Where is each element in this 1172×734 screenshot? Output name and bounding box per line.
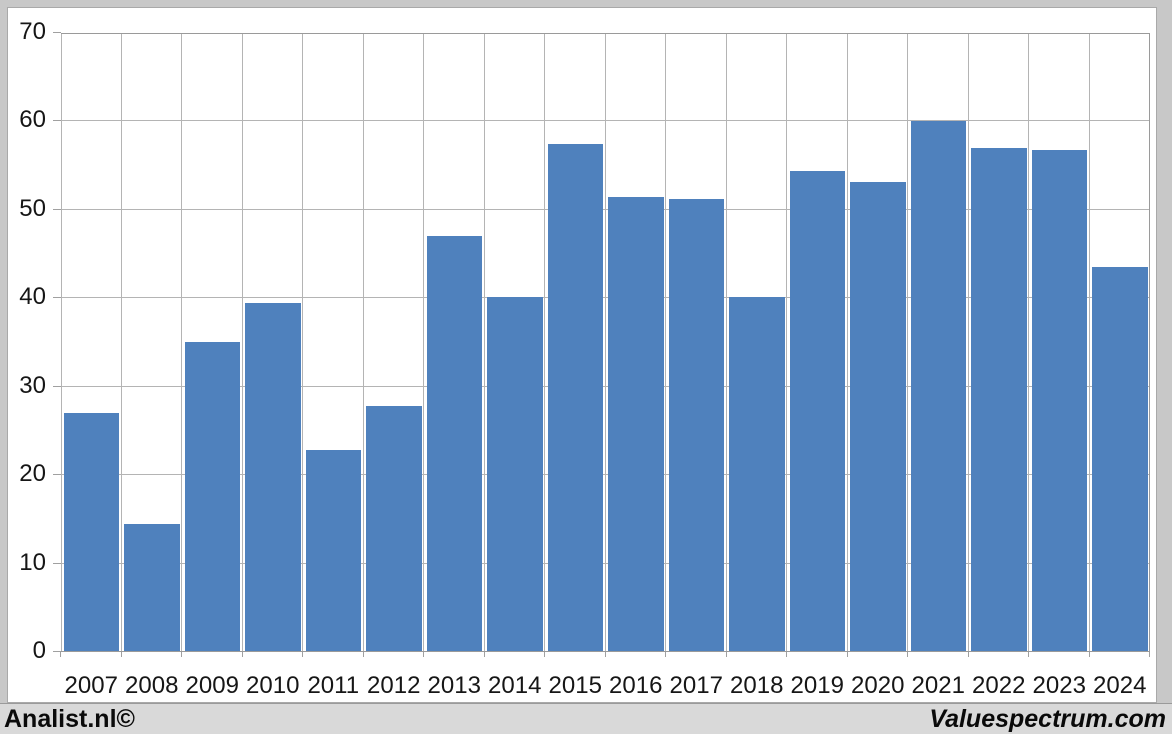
- plot-border-top: [61, 33, 1150, 34]
- v-gridline: [847, 33, 848, 652]
- v-gridline: [363, 33, 364, 652]
- y-tick-label: 40: [19, 283, 46, 310]
- bar-2007: [63, 413, 119, 652]
- x-axis-tick: [726, 652, 727, 657]
- plot-area: [61, 33, 1150, 652]
- y-tick-label: 60: [19, 106, 46, 133]
- v-gridline: [786, 33, 787, 652]
- v-gridline: [423, 33, 424, 652]
- bar-2013: [426, 236, 482, 652]
- bar-2009: [184, 342, 240, 652]
- y-tick-label: 50: [19, 195, 46, 222]
- bar-2011: [305, 450, 361, 652]
- y-axis-tick: [53, 32, 61, 33]
- x-tick-label: 2010: [246, 672, 300, 699]
- x-axis-tick: [786, 652, 787, 657]
- v-gridline: [302, 33, 303, 652]
- bar-2020: [850, 182, 906, 652]
- bar-2019: [789, 171, 845, 652]
- x-tick-label: 2023: [1032, 672, 1086, 699]
- x-tick-label: 2018: [730, 672, 784, 699]
- x-axis-tick: [242, 652, 243, 657]
- x-tick-label: 2007: [64, 672, 118, 699]
- x-axis-tick: [423, 652, 424, 657]
- bar-2012: [366, 406, 422, 652]
- x-axis-tick: [121, 652, 122, 657]
- y-axis-tick: [53, 474, 61, 475]
- x-axis-tick: [181, 652, 182, 657]
- y-tick-label: 10: [19, 549, 46, 576]
- y-tick-label: 20: [19, 460, 46, 487]
- x-tick-label: 2022: [972, 672, 1026, 699]
- bar-2015: [547, 144, 603, 652]
- bar-2010: [245, 303, 301, 652]
- x-axis-tick: [605, 652, 606, 657]
- x-tick-label: 2008: [125, 672, 179, 699]
- x-tick-label: 2013: [427, 672, 481, 699]
- bar-2017: [668, 199, 724, 652]
- x-axis-tick: [1089, 652, 1090, 657]
- x-axis-tick: [665, 652, 666, 657]
- v-gridline: [484, 33, 485, 652]
- bar-2022: [971, 148, 1027, 652]
- x-axis-tick: [1028, 652, 1029, 657]
- x-tick-label: 2011: [307, 672, 360, 699]
- v-gridline: [726, 33, 727, 652]
- x-tick-label: 2016: [609, 672, 663, 699]
- v-gridline: [242, 33, 243, 652]
- bar-2014: [487, 297, 543, 652]
- footer-bar: Analist.nl© Valuespectrum.com: [0, 703, 1172, 734]
- y-tick-label: 0: [32, 637, 46, 664]
- x-tick-label: 2019: [790, 672, 844, 699]
- y-axis-tick: [53, 651, 61, 652]
- x-axis-tick: [484, 652, 485, 657]
- v-gridline: [544, 33, 545, 652]
- v-gridline: [1089, 33, 1090, 652]
- y-tick-label: 30: [19, 372, 46, 399]
- v-gridline: [121, 33, 122, 652]
- x-axis-tick: [544, 652, 545, 657]
- x-tick-label: 2015: [548, 672, 602, 699]
- bar-2024: [1092, 267, 1148, 652]
- y-axis-tick: [53, 563, 61, 564]
- y-tick-label: 70: [19, 18, 46, 45]
- footer-brand-left: Analist.nl©: [4, 705, 135, 733]
- bar-2018: [729, 297, 785, 652]
- v-gridline: [1028, 33, 1029, 652]
- bar-2023: [1031, 150, 1087, 652]
- y-axis-tick: [53, 209, 61, 210]
- x-axis-tick: [968, 652, 969, 657]
- x-axis-tick: [60, 652, 61, 657]
- x-tick-label: 2009: [185, 672, 239, 699]
- x-tick-label: 2021: [911, 672, 965, 699]
- x-axis-tick: [302, 652, 303, 657]
- v-gridline: [181, 33, 182, 652]
- x-tick-label: 2024: [1093, 672, 1147, 699]
- x-tick-label: 2014: [488, 672, 542, 699]
- chart-panel: 0 10 20 30 40 50 60 70 2007 2008 2009 2010 2011 2012 2…: [7, 7, 1157, 703]
- bar-2021: [910, 121, 966, 652]
- bar-2008: [124, 524, 180, 652]
- x-tick-label: 2012: [367, 672, 421, 699]
- x-axis-line: [61, 651, 1150, 652]
- v-gridline: [968, 33, 969, 652]
- footer-brand-right: Valuespectrum.com: [929, 705, 1166, 733]
- v-gridline: [665, 33, 666, 652]
- v-gridline: [605, 33, 606, 652]
- x-axis-tick: [1149, 652, 1150, 657]
- x-axis-tick: [907, 652, 908, 657]
- bar-2016: [608, 197, 664, 652]
- x-tick-label: 2020: [851, 672, 905, 699]
- x-axis-tick: [363, 652, 364, 657]
- y-axis-tick: [53, 297, 61, 298]
- x-axis-tick: [847, 652, 848, 657]
- v-gridline: [907, 33, 908, 652]
- x-tick-label: 2017: [669, 672, 723, 699]
- v-gridline: [61, 33, 62, 652]
- plot-border-right: [1149, 33, 1150, 652]
- y-axis-tick: [53, 386, 61, 387]
- y-axis-tick: [53, 120, 61, 121]
